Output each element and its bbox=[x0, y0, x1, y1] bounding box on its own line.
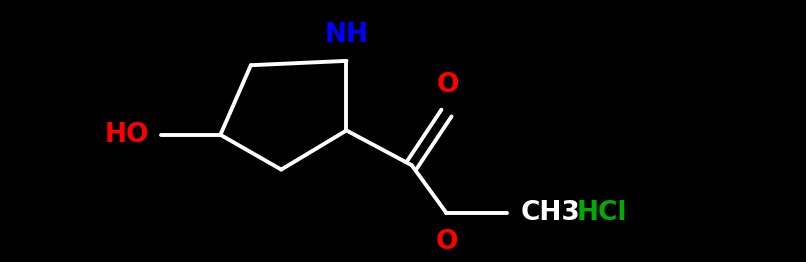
Text: O: O bbox=[437, 72, 459, 98]
Text: NH: NH bbox=[325, 22, 368, 48]
Text: O: O bbox=[435, 229, 458, 255]
Text: HCl: HCl bbox=[577, 200, 627, 226]
Text: HO: HO bbox=[105, 122, 149, 148]
Text: CH3: CH3 bbox=[521, 200, 580, 226]
